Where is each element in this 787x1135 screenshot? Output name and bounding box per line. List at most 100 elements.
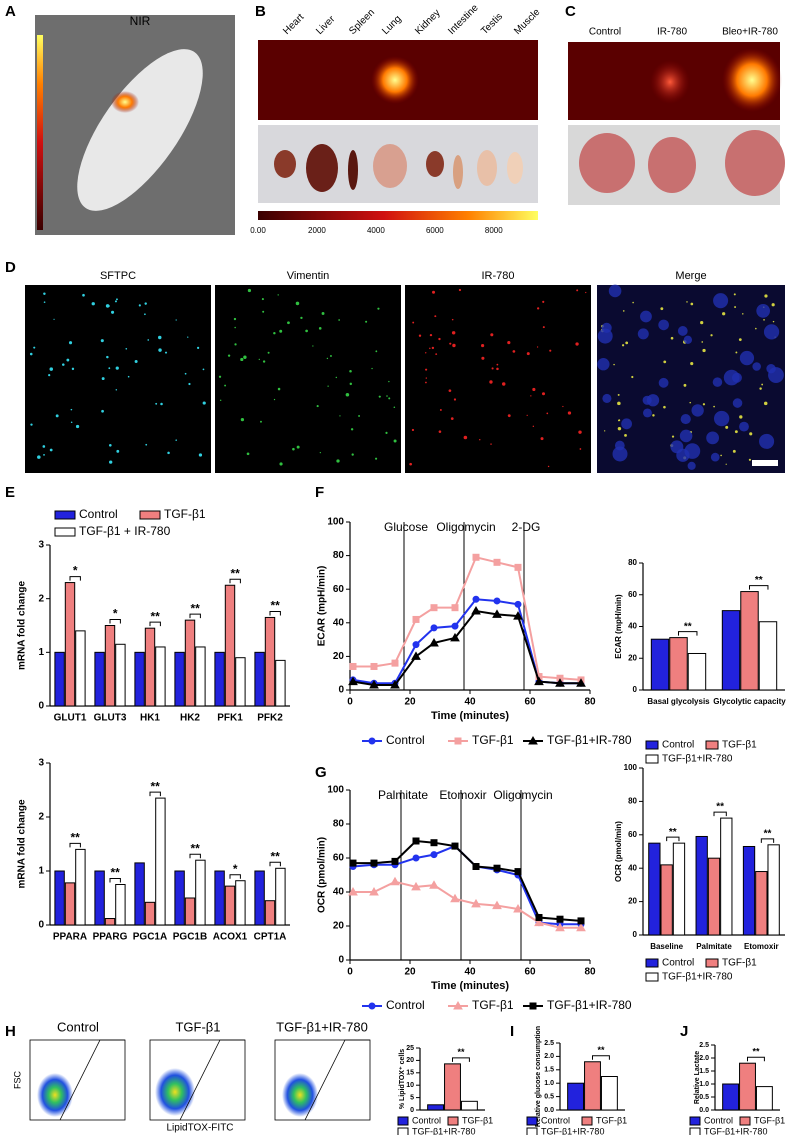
dot	[106, 355, 109, 359]
bar	[155, 797, 166, 926]
dot	[763, 319, 765, 321]
x-tick-label: PFK1	[217, 713, 243, 724]
dot	[481, 356, 485, 360]
dot	[686, 301, 688, 303]
dot	[578, 430, 582, 434]
bar	[695, 835, 708, 936]
dot	[448, 389, 452, 393]
significance: **	[271, 599, 281, 613]
image-label: Vimentin	[287, 270, 330, 282]
dot	[425, 377, 427, 379]
legend-swatch	[526, 1116, 538, 1126]
dot	[734, 306, 737, 309]
y-tick-label: 80	[333, 550, 345, 561]
marker	[493, 558, 501, 566]
dot	[542, 326, 545, 329]
injection-label: Glucose	[384, 520, 428, 534]
dot	[507, 414, 511, 418]
dot	[147, 339, 150, 341]
legend-swatch	[705, 958, 719, 968]
y-tick-label: 3	[38, 758, 44, 769]
nucleus	[752, 362, 761, 371]
panel-letter: E	[5, 484, 15, 501]
dot	[29, 352, 33, 356]
bar	[144, 901, 156, 926]
significance: **	[231, 566, 241, 580]
marker	[412, 837, 420, 845]
nucleus	[642, 395, 652, 405]
axis-label: FSC	[12, 1070, 22, 1089]
dot	[326, 357, 329, 360]
dot	[116, 298, 118, 301]
x-tick-label: 80	[584, 697, 596, 708]
x-tick-label: GLUT1	[54, 713, 87, 724]
x-axis-label: Time (minutes)	[431, 980, 509, 992]
significance-bracket	[269, 610, 281, 616]
y-axis-label: ECAR (mpH/min)	[614, 594, 623, 659]
y-tick-label: 1.0	[699, 1081, 709, 1088]
marker	[514, 868, 522, 876]
legend-swatch	[739, 1116, 751, 1126]
legend-label: Control	[386, 998, 425, 1012]
legend-label: TGF-β1 + IR-780	[79, 524, 171, 538]
y-tick-label: 60	[333, 584, 345, 595]
marker	[577, 917, 585, 925]
bar	[687, 652, 707, 691]
y-tick-label: 0.0	[699, 1107, 709, 1114]
x-tick-label: Etomoxir	[744, 942, 779, 951]
significance: **	[151, 609, 161, 623]
panel-letter: C	[565, 3, 576, 20]
dot	[458, 288, 462, 292]
significance: **	[597, 1045, 605, 1055]
micrograph-dots	[29, 284, 784, 470]
dot	[335, 376, 338, 379]
dot	[42, 445, 46, 448]
dot	[70, 421, 73, 424]
y-tick-label: 100	[327, 517, 344, 528]
dot	[491, 367, 494, 370]
y-tick-label: 20	[628, 897, 637, 906]
marker	[472, 553, 480, 561]
dot	[327, 385, 329, 387]
significance-bracket	[229, 578, 241, 584]
marker	[493, 864, 501, 872]
injection-label: Oligomycin	[436, 520, 495, 534]
line	[352, 609, 581, 686]
dot	[247, 288, 252, 293]
dot	[490, 443, 492, 445]
bar	[195, 859, 206, 926]
dot	[722, 312, 726, 316]
dot	[336, 459, 340, 463]
marker	[451, 604, 459, 612]
nucleus	[713, 410, 730, 427]
organs	[274, 144, 523, 192]
marker	[412, 615, 420, 623]
nucleus	[602, 393, 612, 403]
y-tick-label: 100	[327, 785, 344, 796]
legend-label: Control	[541, 1115, 570, 1125]
marker	[528, 735, 538, 745]
dot	[319, 452, 321, 454]
dot	[453, 398, 457, 401]
dot	[339, 415, 341, 417]
dot	[158, 335, 162, 340]
nucleus	[756, 304, 771, 318]
dot	[318, 327, 322, 330]
marker	[411, 881, 421, 891]
y-tick-label: 0	[633, 930, 638, 939]
dot	[175, 439, 177, 441]
significance-bracket	[189, 853, 201, 859]
colorbar-tick-label: 8000	[485, 226, 503, 235]
dot	[295, 301, 300, 306]
micrographs	[25, 285, 785, 473]
nucleus	[732, 398, 743, 408]
dot	[732, 449, 736, 453]
marker	[369, 679, 379, 689]
panel-letter: G	[315, 764, 327, 781]
dot	[579, 448, 582, 450]
significance: **	[755, 575, 763, 586]
x-tick-label: PFK2	[257, 713, 283, 724]
bar	[707, 857, 721, 936]
dot	[463, 435, 468, 440]
dot	[613, 363, 615, 366]
